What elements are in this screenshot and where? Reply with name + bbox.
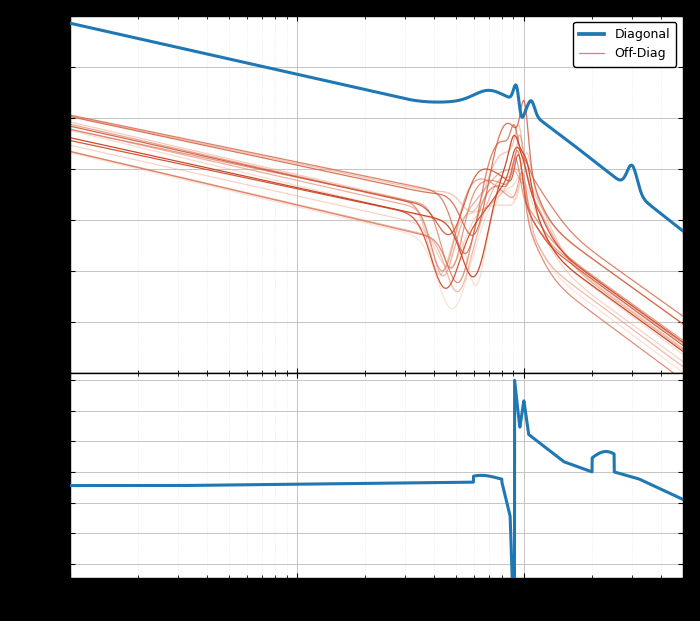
Legend: Diagonal, Off-Diag: Diagonal, Off-Diag [573,22,676,66]
